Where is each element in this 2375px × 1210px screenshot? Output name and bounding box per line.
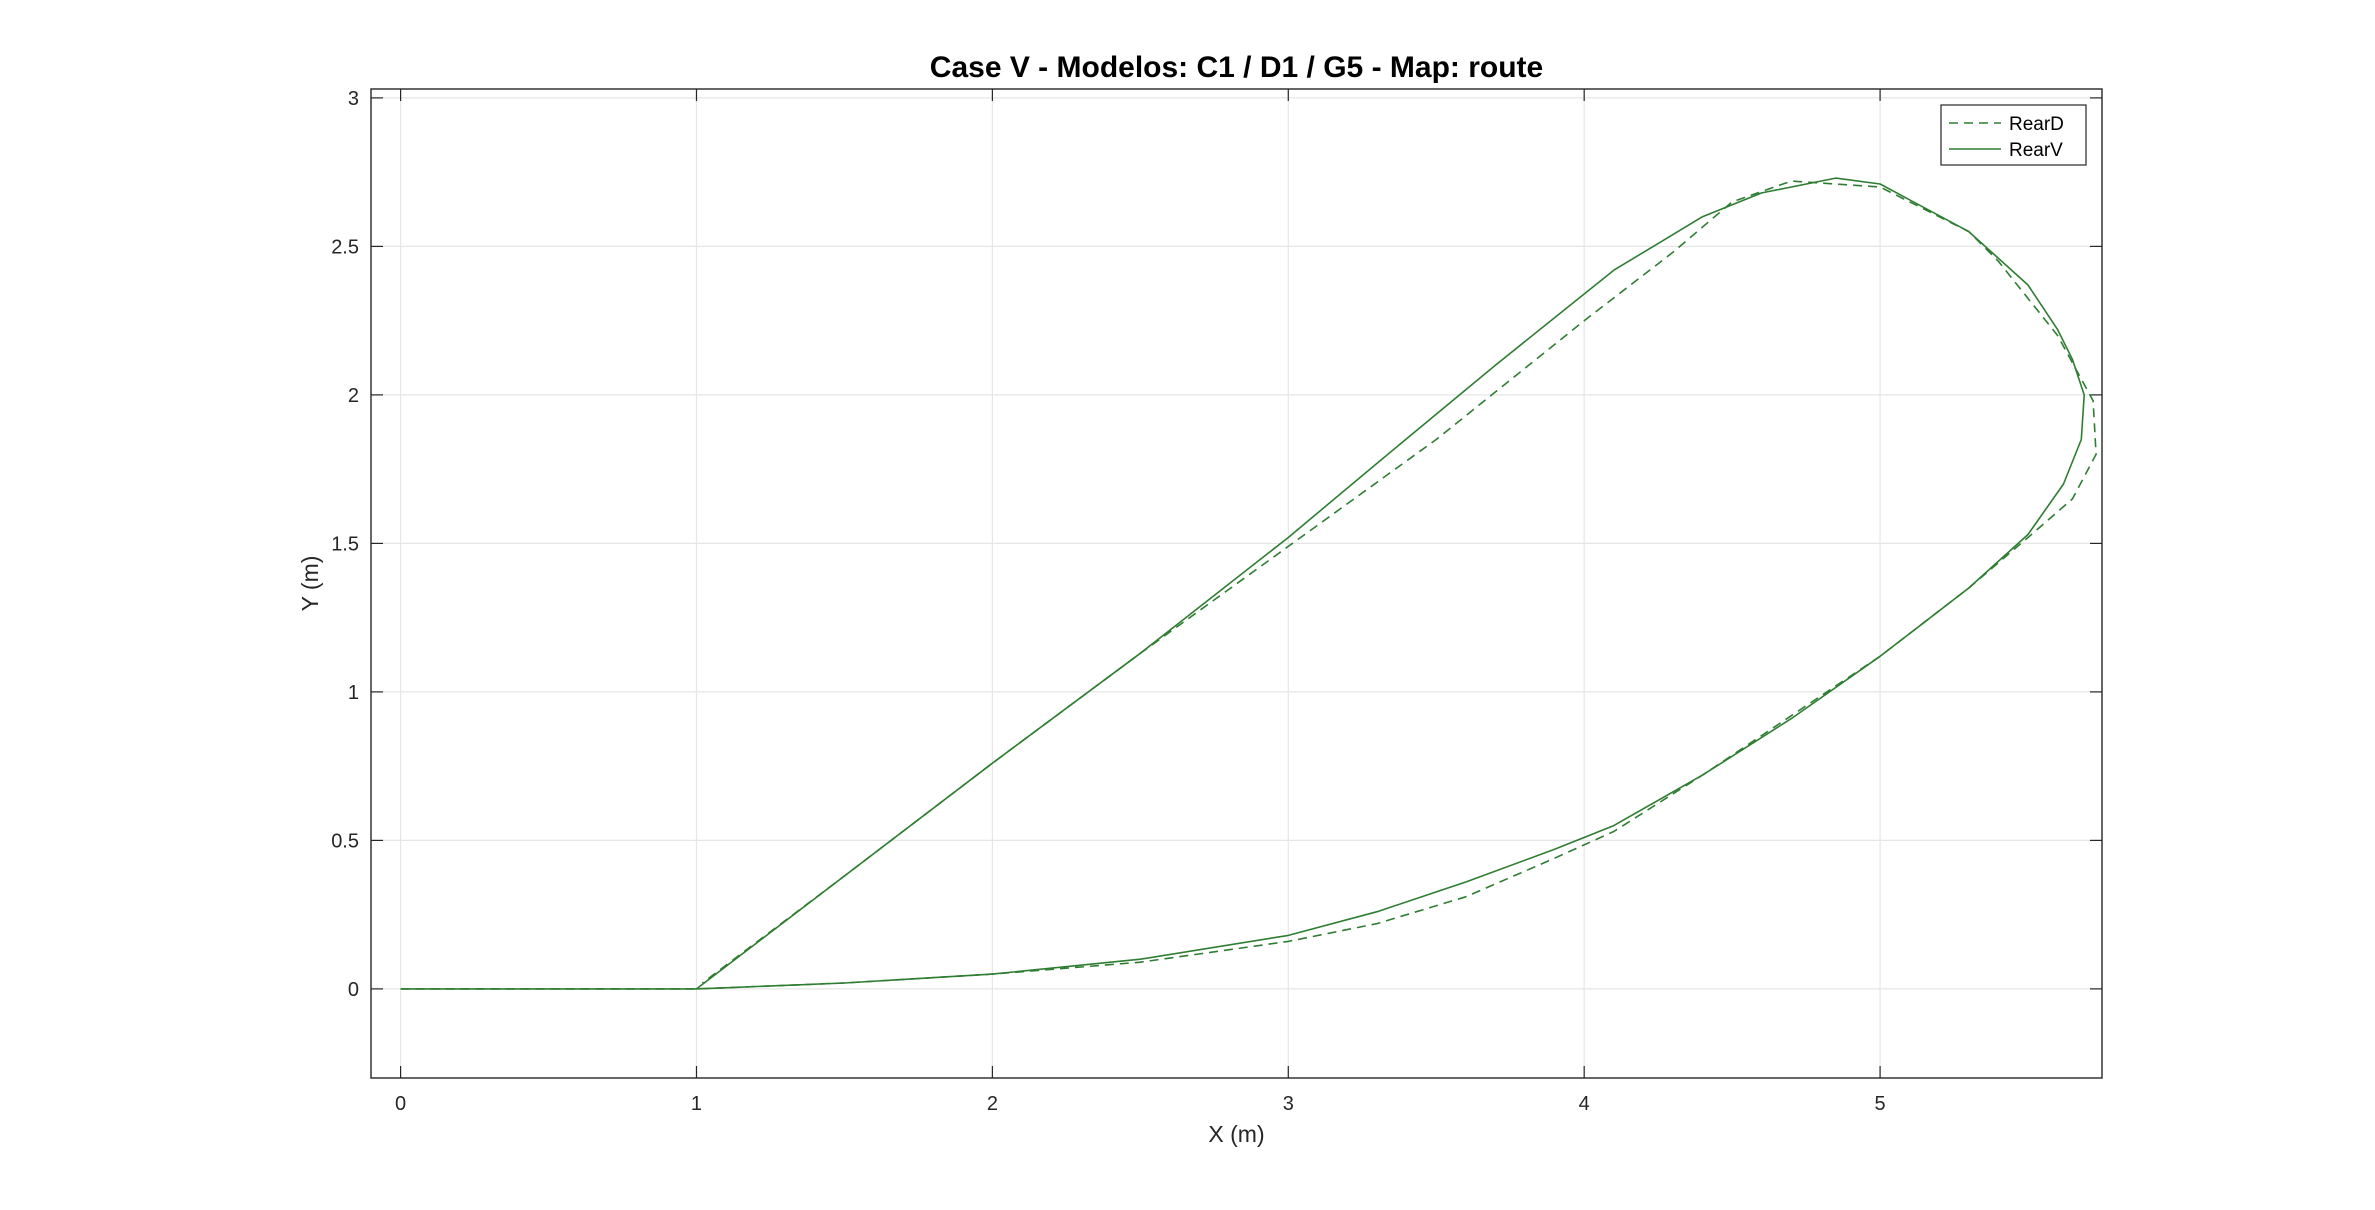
axes-box (370, 88, 2103, 1079)
x-tick-label: 0 (395, 1093, 406, 1115)
tick-layer: 0 1 2 3 4 5 0 0.5 1 1.5 2 2.5 3 (331, 88, 2102, 1115)
x-tick-label: 3 (1283, 1093, 1294, 1115)
series-line-rearv (400, 177, 2085, 990)
y-tick-label: 0.5 (331, 830, 359, 852)
x-tick-label: 4 (1579, 1093, 1590, 1115)
y-tick-label: 1 (348, 682, 359, 704)
y-tick-label: 3 (348, 88, 359, 110)
y-tick-label: 0 (348, 979, 359, 1001)
y-tick-label: 2 (348, 385, 359, 407)
series-layer (400, 177, 2097, 990)
x-tick-label: 2 (987, 1093, 998, 1115)
y-axis-label: Y (m) (297, 556, 323, 612)
legend: RearD RearV (1940, 104, 2087, 166)
grid-layer (371, 89, 2102, 1078)
series-line-reard (400, 180, 2097, 990)
x-tick-label: 1 (691, 1093, 702, 1115)
legend-label: RearD (2009, 114, 2064, 135)
y-tick-label: 2.5 (331, 236, 359, 258)
legend-box (1940, 104, 2087, 166)
chart-title: Case V - Modelos: C1 / D1 / G5 - Map: ro… (930, 51, 1543, 84)
y-tick-label: 1.5 (331, 533, 359, 555)
x-tick-label: 5 (1875, 1093, 1886, 1115)
legend-label: RearV (2009, 140, 2063, 161)
x-axis-label: X (m) (1208, 1121, 1264, 1147)
